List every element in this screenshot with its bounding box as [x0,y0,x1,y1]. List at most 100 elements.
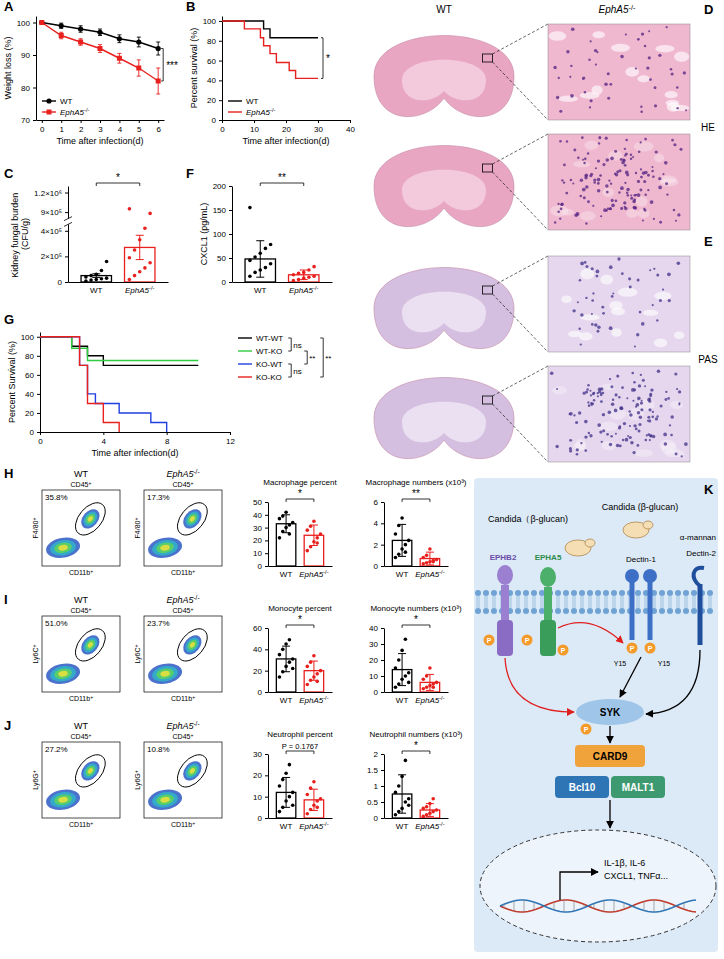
tubule [655,45,674,52]
dna-rung [574,901,575,911]
data-point [425,554,429,558]
nucleus [681,455,683,457]
nucleus [635,172,637,174]
legend-swatch [238,376,252,377]
data-point [319,532,323,536]
nucleus [634,198,636,200]
phospho-label: P [630,645,635,652]
plot-area [392,516,439,566]
density [53,793,72,806]
tick: 30 [369,640,384,649]
legend-swatch [228,100,242,101]
data-point [394,556,398,560]
tick-mark [65,231,68,232]
nucleus [629,285,632,288]
axis: 010203040 [369,624,384,697]
tick: 0 [212,116,222,125]
complex-label: MALT1 [622,782,655,793]
lipid-head [667,608,673,614]
tick: 0.5 [367,798,384,807]
significance-bracket [161,49,163,82]
axis-line [384,503,385,567]
nucleus [624,206,626,208]
tick-mark [219,100,222,101]
nucleus [647,398,650,401]
nucleus [584,449,587,452]
nucleus [615,433,617,435]
chart-title: Monocyte percent [268,604,332,613]
nucleus [595,167,597,169]
nucleus [580,262,584,266]
tick-label: 10 [253,793,262,802]
nucleus [652,411,654,413]
tick-label: 0 [40,125,45,134]
nucleus [602,163,605,166]
tick: 0 [30,428,40,437]
tick-mark [265,671,268,672]
marker [156,46,161,51]
density [155,541,174,554]
nucleus [587,401,589,403]
error-bar [426,804,434,817]
nucleus [638,150,641,153]
nucleus [609,326,613,330]
tick-label: 20 [25,409,34,418]
axis-title: Ly6C+ [133,644,142,663]
dna-rung [684,903,685,910]
significance-bracket [260,183,303,186]
density [180,758,206,785]
lipid-tail [613,596,615,608]
nucleus [647,174,650,177]
nucleus [598,142,600,144]
tick: 30 [253,750,268,759]
tick: 150 [213,206,232,215]
tick-mark [61,120,62,123]
density [81,509,101,529]
significance-bracket [286,625,314,628]
tubule [637,75,649,82]
significance: ns [293,367,301,376]
tick: 90 [21,51,36,60]
nucleus [592,392,595,395]
axis-title: Time after infection(d) [56,136,143,146]
tick-label: 10 [250,125,259,134]
tick: 60 [207,57,222,66]
error-bar [282,646,290,672]
series-line [40,337,167,432]
tick-label: 100 [17,19,31,28]
nucleus [635,194,637,196]
significance: P = 0.1767 [282,742,318,751]
axis-line [268,755,269,819]
axis: 708090100 [17,17,37,126]
density [58,670,68,677]
tick: 80 [207,37,222,46]
tick-mark [381,818,384,819]
nucleus [588,404,591,407]
density [151,664,179,683]
data-point [404,637,408,641]
superscript: + [31,770,37,773]
axis-title: CD11b+ [171,694,195,702]
nucleus [573,414,575,416]
zoom-image [548,134,690,230]
data-point [278,653,282,657]
tick-mark [219,80,222,81]
axis: 04812 [38,432,235,446]
axis-line [232,187,233,283]
tick: 100 [17,19,36,28]
tick-mark [381,676,384,677]
nucleus [572,309,575,312]
lipid-head [475,608,481,614]
axis-line [268,629,269,693]
nucleus [625,33,627,35]
data-point [278,517,282,521]
nucleus [599,430,602,433]
text-line: Monocyte numbers (x10³) [370,604,461,613]
text-part: CD11b [171,569,192,576]
tubule [661,443,677,455]
tubule [674,331,685,339]
text-part: CD45 [173,733,191,740]
data-point [404,674,408,678]
data-point [305,528,309,532]
text-part: EphA5 [415,822,440,831]
